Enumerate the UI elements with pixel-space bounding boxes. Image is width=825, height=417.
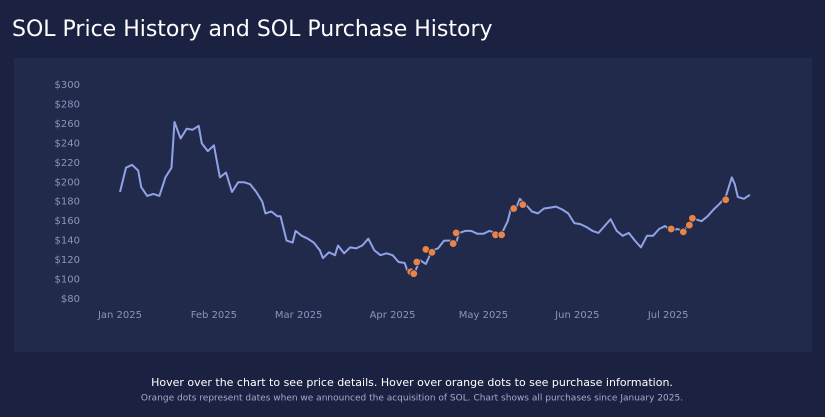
footnote: Orange dots represent dates when we anno… [141, 394, 683, 404]
purchase-dot [688, 214, 697, 223]
y-tick-label: $100 [55, 275, 80, 286]
y-tick-label: $120 [55, 255, 80, 266]
purchase-dot [451, 228, 461, 238]
y-tick-label: $80 [61, 294, 80, 305]
purchase-dot [448, 239, 458, 248]
x-tick-label: May 2025 [459, 310, 508, 321]
purchase-dot [497, 230, 506, 239]
purchase-dot [412, 257, 421, 267]
purchase-dot [409, 269, 418, 278]
y-tick-label: $260 [55, 119, 80, 130]
hint-text: Hover over the chart to see price detail… [151, 376, 673, 389]
purchase-dot [666, 224, 676, 234]
purchase-dot [518, 200, 527, 209]
y-tick-label: $240 [55, 138, 80, 149]
x-tick-label: Jan 2025 [97, 310, 142, 321]
y-tick-label: $220 [55, 158, 80, 169]
purchase-dot [509, 204, 518, 213]
y-tick-label: $280 [55, 99, 80, 110]
purchase-dot [721, 195, 730, 204]
y-tick-label: $300 [55, 80, 80, 91]
price-line [119, 121, 751, 276]
y-tick-label: $180 [55, 197, 80, 208]
x-tick-label: Jun 2025 [554, 310, 599, 321]
purchase-dot [679, 227, 688, 237]
purchase-dot [685, 220, 694, 230]
purchase-dot [427, 248, 437, 257]
x-tick-label: Apr 2025 [370, 310, 416, 321]
chart-panel [14, 58, 812, 352]
x-tick-label: Feb 2025 [191, 310, 237, 321]
y-tick-label: $160 [55, 216, 80, 227]
y-tick-label: $200 [55, 177, 80, 188]
x-tick-label: Jul 2025 [647, 310, 689, 321]
page-title: SOL Price History and SOL Purchase Histo… [12, 17, 493, 42]
y-tick-label: $140 [55, 236, 80, 247]
x-tick-label: Mar 2025 [275, 310, 323, 321]
